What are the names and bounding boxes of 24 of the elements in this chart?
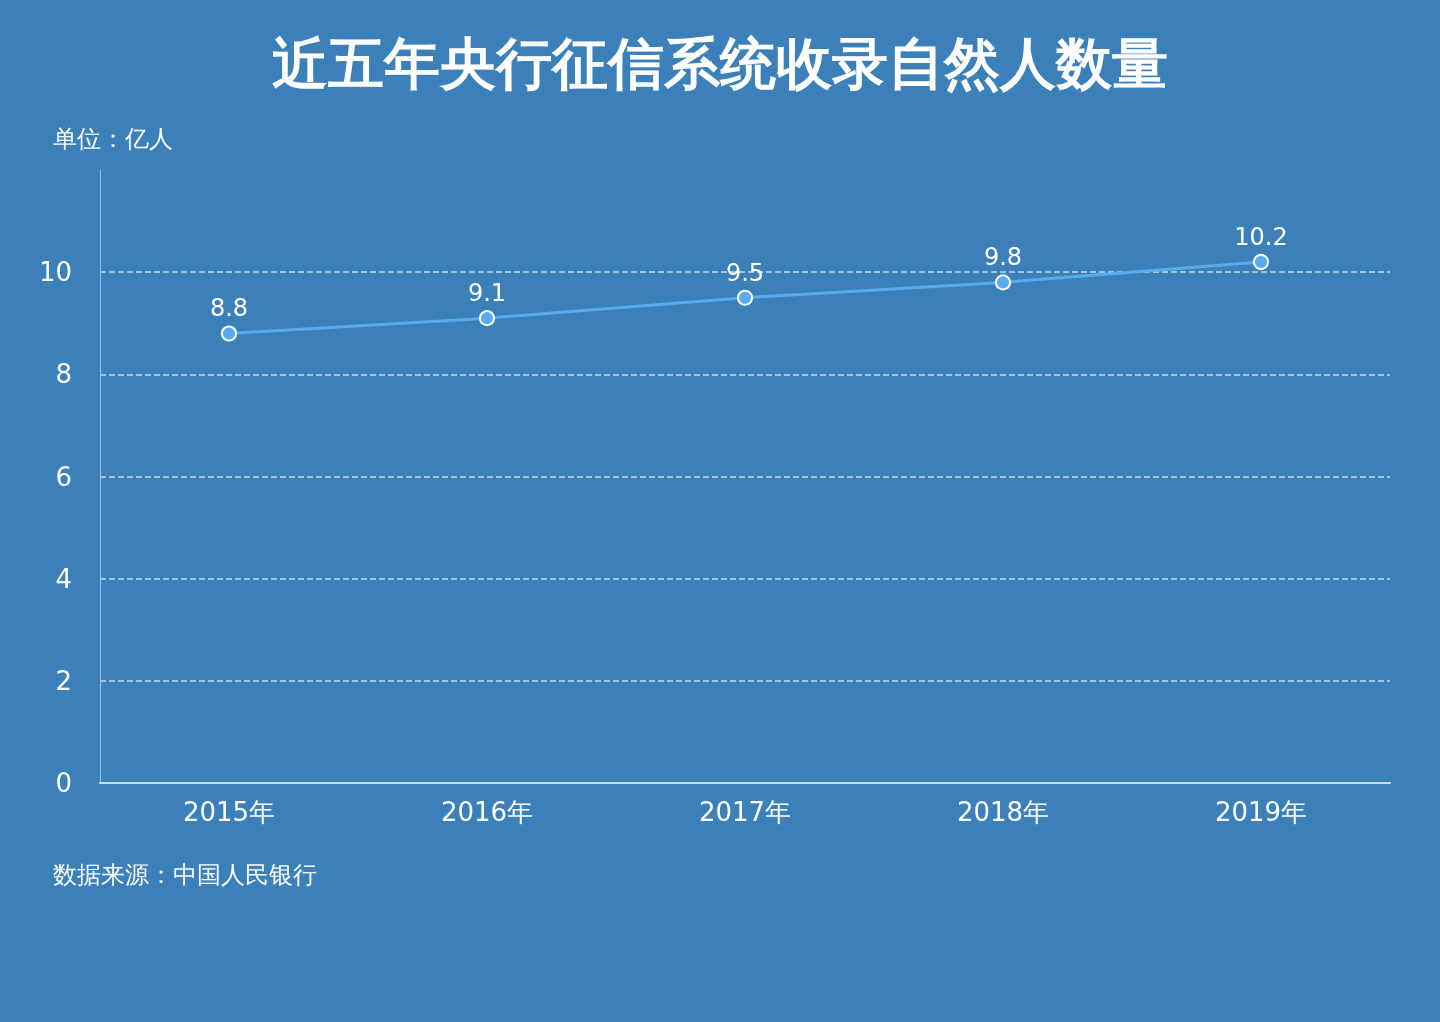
chart-title: 近五年央行征信系统收录自然人数量 [272,30,1168,96]
point [995,274,1011,291]
x-tick-label: 2019年 [1214,797,1308,827]
x-tick-label: 2018年 [956,797,1050,827]
y-tick-label: 0 [55,768,72,798]
y-tick-label: 2 [55,665,72,696]
source-note: 数据来源：中国人民银行 [53,861,317,889]
data-label: 8.8 [209,294,249,323]
point [221,325,237,342]
y-tick-label: 4 [55,563,72,594]
y-tick-label: 10 [38,257,72,288]
y-tick-label: 8 [55,359,72,390]
x-tick-label: 2017年 [698,797,792,827]
data-label: 10.2 [1234,222,1288,251]
data-label: 9.5 [725,258,765,287]
data-label: 9.1 [467,279,507,308]
point [479,310,495,327]
x-tick-label: 2016年 [440,797,534,827]
data-label: 9.8 [983,243,1023,272]
x-tick-label: 2015年 [182,797,276,827]
y-tick-label: 6 [55,461,72,492]
point [737,289,753,306]
point [1253,253,1269,270]
y-axis-title: 单位：亿人 [53,125,173,153]
